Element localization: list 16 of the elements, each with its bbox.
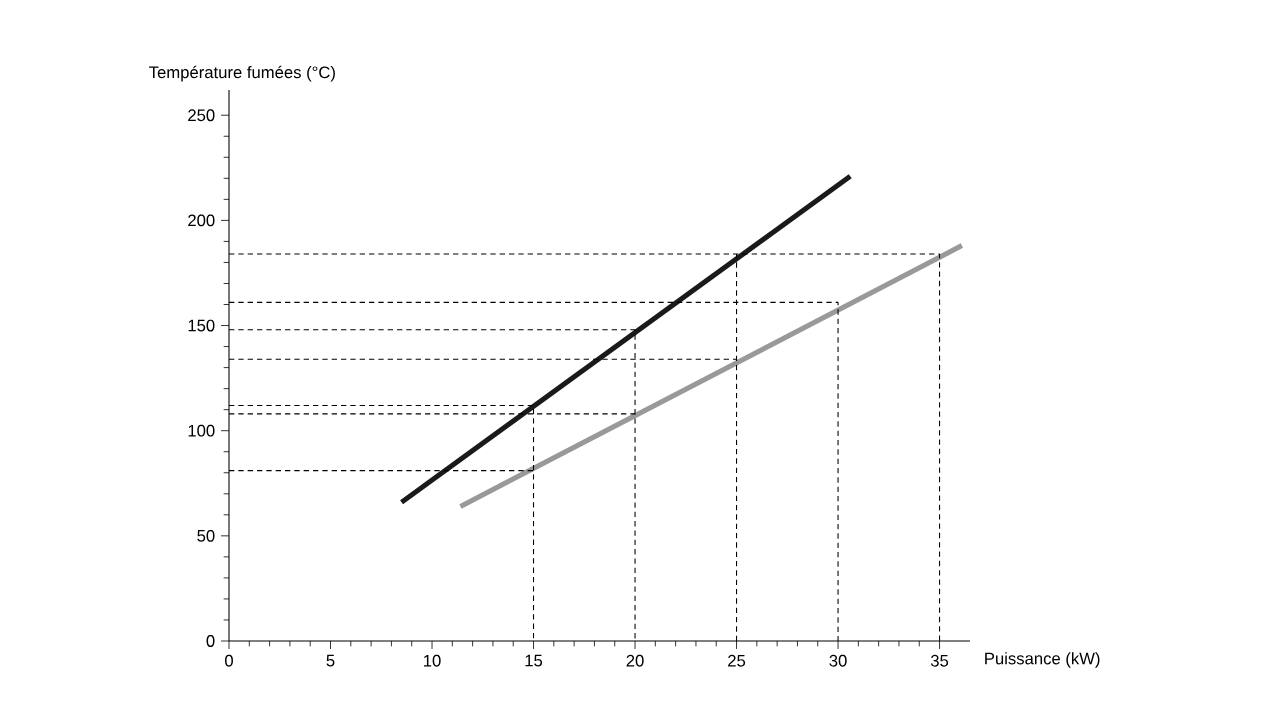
y-tick-label: 250 [188,109,215,122]
y-tick-label: 100 [188,424,215,437]
y-tick-label: 150 [188,319,215,332]
x-tick-label: 5 [326,654,335,667]
x-axis-title: Puissance (kW) [985,652,1100,668]
y-tick-label: 50 [197,529,215,542]
x-tick-label: 20 [626,654,644,667]
x-tick-label: 30 [829,654,847,667]
x-tick-label: 15 [525,654,543,667]
y-tick-label: 200 [188,214,215,227]
x-tick-label: 25 [728,654,746,667]
x-tick-label: 10 [424,654,441,667]
x-tick-label: 35 [930,654,949,667]
x-tick-label: 0 [225,654,233,667]
y-tick-label: 0 [206,635,215,647]
y-axis-title: Température fumées (°C) [149,65,335,82]
